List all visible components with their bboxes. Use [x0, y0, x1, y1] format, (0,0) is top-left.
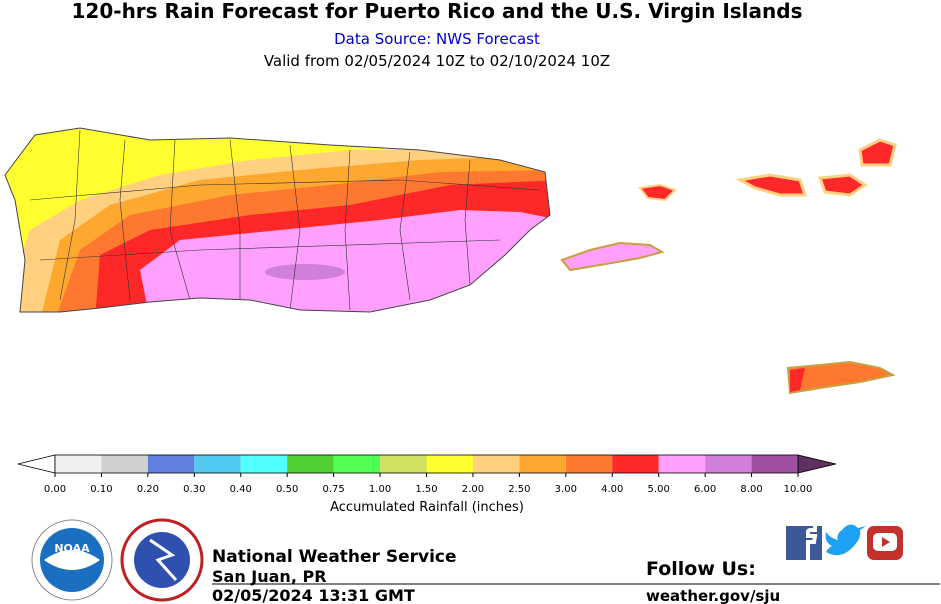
facebook-icon[interactable] [786, 525, 822, 560]
colorbar-segment [240, 455, 288, 473]
colorbar-tick-label: 4.00 [601, 484, 623, 495]
colorbar-segment [612, 455, 659, 473]
colorbar-segment [658, 455, 706, 473]
colorbar-tick-label: 0.30 [183, 484, 205, 495]
tortola [858, 138, 897, 167]
st-croix-west [790, 368, 805, 392]
colorbar-tick-label: 0.40 [230, 484, 252, 495]
colorbar-segment [426, 455, 473, 473]
vieques [560, 241, 665, 272]
colorbar-tick-label: 2.00 [462, 484, 484, 495]
source: Data Source: NWS Forecast [334, 30, 540, 48]
st-john [817, 173, 868, 197]
website[interactable]: weather.gov/sju [646, 587, 780, 604]
colorbar-tick-label: 0.50 [276, 484, 298, 495]
colorbar-segment [519, 455, 566, 473]
colorbar-tick-label: 1.00 [369, 484, 391, 495]
colorbar-tick-label: 3.00 [555, 484, 577, 495]
st-croix [786, 360, 896, 395]
colorbar-tick-label: 0.75 [322, 484, 344, 495]
colorbar-segment [705, 455, 752, 473]
colorbar-tick-label: 0.10 [90, 484, 112, 495]
st-thomas [735, 173, 808, 197]
colorbar-segment [194, 455, 241, 473]
colorbar-tick-label: 0.00 [44, 484, 66, 495]
puerto-rico-outline [4, 127, 551, 313]
issued: 02/05/2024 13:31 GMT [212, 586, 415, 604]
noaa-logo: NOAA [31, 519, 113, 601]
colorbar-tick-label: 5.00 [648, 484, 670, 495]
colorbar-tick-label: 10.00 [784, 484, 813, 495]
colorbar-tick-label: 0.20 [137, 484, 159, 495]
colorbar-under [17, 454, 56, 474]
colorbar-segment [101, 455, 148, 473]
colorbar-segment [287, 455, 334, 473]
colorbar-segment [333, 455, 381, 473]
puerto-rico-rainfall [5, 128, 550, 312]
colorbar-segment [472, 455, 520, 473]
colorbar-segment [565, 455, 613, 473]
agency: National Weather Service [212, 547, 457, 567]
valid-time: Valid from 02/05/2024 10Z to 02/10/2024 … [264, 52, 610, 70]
colorbar-tick-label: 2.50 [508, 484, 530, 495]
colorbar-segment [380, 455, 427, 473]
title: 120-hrs Rain Forecast for Puerto Rico an… [72, 0, 803, 23]
twitter-icon[interactable] [825, 524, 866, 556]
noaa-text: NOAA [54, 542, 90, 555]
follow-us: Follow Us: [646, 558, 756, 580]
colorbar-over [797, 454, 837, 474]
nws-logo [120, 518, 204, 602]
colorbar-tick-label: 8.00 [740, 484, 762, 495]
colorbar-label: Accumulated Rainfall (inches) [330, 500, 524, 515]
colorbar-segment [751, 455, 798, 473]
colorbar-tick-label: 6.00 [694, 484, 716, 495]
colorbar-tick-label: 1.50 [415, 484, 437, 495]
culebra [638, 183, 677, 202]
colorbar-segment [147, 455, 195, 473]
youtube-icon[interactable] [867, 526, 903, 560]
office: San Juan, PR [212, 567, 327, 586]
colorbar-segment [55, 455, 102, 473]
